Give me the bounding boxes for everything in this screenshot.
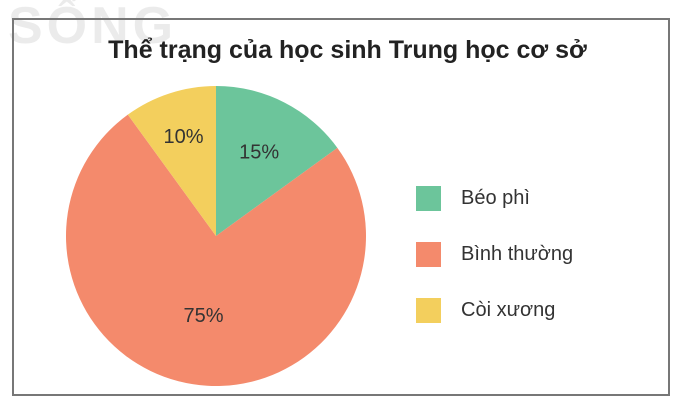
slice-label: 10%	[164, 126, 204, 148]
legend-swatch	[416, 297, 441, 323]
chart-frame	[12, 18, 670, 396]
legend-swatch	[416, 185, 441, 211]
slice-label: 75%	[183, 305, 223, 327]
pie-slice-2	[127, 86, 216, 236]
legend-item: Bình thường	[416, 226, 573, 282]
legend-item: Còi xương	[416, 282, 573, 338]
legend-label: Bình thường	[461, 242, 574, 265]
pie-slice-0	[216, 86, 338, 236]
watermark: SỐNG	[8, 0, 178, 55]
legend-item: Béo phì	[416, 170, 573, 226]
legend-label: Còi xương	[461, 298, 556, 321]
legend-label: Béo phì	[461, 186, 530, 209]
slice-label: 15%	[239, 141, 279, 163]
legend-swatch	[416, 241, 441, 267]
chart-title: Thể trạng của học sinh Trung học cơ sở	[108, 36, 587, 64]
legend: Béo phì Bình thường Còi xương	[416, 170, 573, 338]
pie-slice-1	[66, 114, 366, 387]
